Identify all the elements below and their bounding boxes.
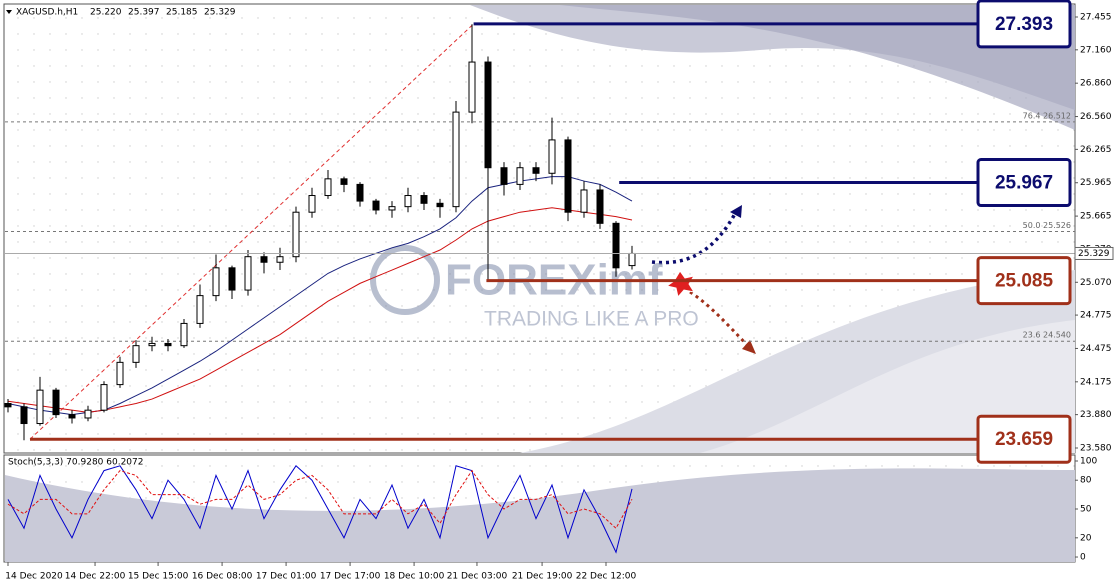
header-price: 25.397 [128, 8, 160, 18]
candle-body [580, 189, 588, 213]
candle-body [260, 256, 268, 263]
y-tick-label: 26.265 [1080, 145, 1112, 155]
y-tick-label: 27.455 [1080, 13, 1112, 23]
x-tick-label: 18 Dec 10:00 [384, 572, 445, 582]
candle-body [596, 189, 604, 224]
candle-body [356, 183, 364, 202]
stoch-swoosh [5, 468, 1075, 562]
candle-body [612, 222, 620, 269]
stoch-tick-label: 50 [1080, 505, 1092, 515]
candle-body [436, 202, 444, 208]
y-tick-label: 25.665 [1080, 212, 1112, 222]
x-tick-label: 21 Dec 19:00 [512, 572, 573, 582]
candle-body [36, 389, 44, 425]
x-tick-label: 14 Dec 22:00 [65, 572, 126, 582]
x-tick-label: 22 Dec 12:00 [576, 572, 637, 582]
stoch-signal [7, 469, 633, 530]
candle-body [4, 403, 12, 408]
fib-label: 76.4 26.512 [1023, 111, 1071, 120]
candle-body [388, 206, 396, 211]
moving-average [7, 176, 633, 416]
current-price-label: 25.329 [1078, 249, 1110, 259]
candle-body [372, 200, 380, 211]
candle-body [116, 361, 124, 386]
level-box [976, 256, 1072, 306]
y-tick-label: 25.070 [1080, 278, 1112, 288]
candle-body [468, 61, 476, 113]
fib-label: 50.0 25.526 [1023, 221, 1071, 230]
stoch-title: Stoch(5,3,3) 70.9280 60.2072 [8, 458, 143, 468]
level-label: 27.393 [995, 14, 1053, 35]
candle-body [452, 111, 460, 208]
candle-body [212, 267, 220, 297]
candle-body [340, 178, 348, 185]
header-price: 25.185 [166, 8, 198, 18]
y-tick-label: 25.965 [1080, 178, 1112, 188]
y-tick-label: 26.560 [1080, 112, 1112, 122]
candle-body [548, 139, 556, 174]
candle-body [148, 342, 156, 347]
stoch-tick-label: 20 [1080, 533, 1092, 543]
candle-body [52, 389, 60, 416]
arrows [651, 205, 756, 354]
moving-average [7, 207, 633, 413]
x-tick-label: 14 Dec 2020 [5, 572, 63, 582]
y-tick-label: 24.475 [1080, 344, 1112, 354]
candle-body [276, 256, 284, 263]
candle-body [196, 295, 204, 324]
fib-label: 23.6 24.540 [1023, 331, 1071, 340]
x-tick-label: 15 Dec 15:00 [128, 572, 189, 582]
candle-body [308, 195, 316, 213]
header-price: 25.329 [204, 8, 236, 18]
background-swoosh [470, 5, 1075, 453]
candle-body [244, 256, 252, 291]
stoch-tick-label: 100 [1080, 457, 1097, 467]
level-label: 25.967 [995, 173, 1053, 194]
candle-body [100, 384, 108, 411]
level-box [976, 158, 1072, 208]
level-box [976, 414, 1072, 464]
x-tick-label: 21 Dec 03:00 [447, 572, 508, 582]
x-tick-label: 16 Dec 08:00 [192, 572, 253, 582]
candle-body [484, 61, 492, 169]
candle-body [180, 322, 188, 347]
y-tick-label: 26.860 [1080, 79, 1112, 89]
candle-body [20, 406, 28, 425]
candle-body [532, 167, 540, 174]
candle-body [628, 252, 636, 267]
y-tick-label: 24.175 [1080, 377, 1112, 387]
level-label: 25.085 [995, 271, 1054, 292]
candle-body [164, 342, 172, 347]
candle-body [132, 345, 140, 363]
watermark-slogan: TRADING LIKE A PRO [484, 308, 699, 331]
candle-body [500, 167, 508, 185]
header-price: 25.220 [90, 8, 122, 18]
stoch-tick-label: 80 [1080, 476, 1092, 486]
stoch-tick-label: 0 [1080, 553, 1086, 563]
current-price-box [1074, 246, 1114, 260]
level-label: 23.659 [995, 429, 1053, 450]
candle-body [516, 167, 524, 185]
x-tick-label: 17 Dec 17:00 [320, 572, 381, 582]
trend-line [29, 23, 474, 440]
candle-body [420, 195, 428, 204]
stoch-main [7, 465, 633, 554]
candle-body [404, 195, 412, 208]
candle-body [84, 409, 92, 419]
y-tick-label: 24.775 [1080, 311, 1112, 321]
y-tick-label: 27.160 [1080, 45, 1112, 55]
level-box [976, 0, 1072, 49]
candle-body [68, 414, 76, 419]
y-tick-label: 23.580 [1080, 443, 1112, 453]
y-tick-label: 23.880 [1080, 410, 1112, 420]
x-tick-label: 17 Dec 01:00 [256, 572, 317, 582]
candle-body [564, 139, 572, 213]
candle-body [292, 211, 300, 258]
symbol: XAGUSD.h,H1 [16, 8, 78, 18]
candle-body [228, 267, 236, 291]
candle-body [324, 178, 332, 197]
menu-arrow[interactable] [6, 10, 12, 14]
